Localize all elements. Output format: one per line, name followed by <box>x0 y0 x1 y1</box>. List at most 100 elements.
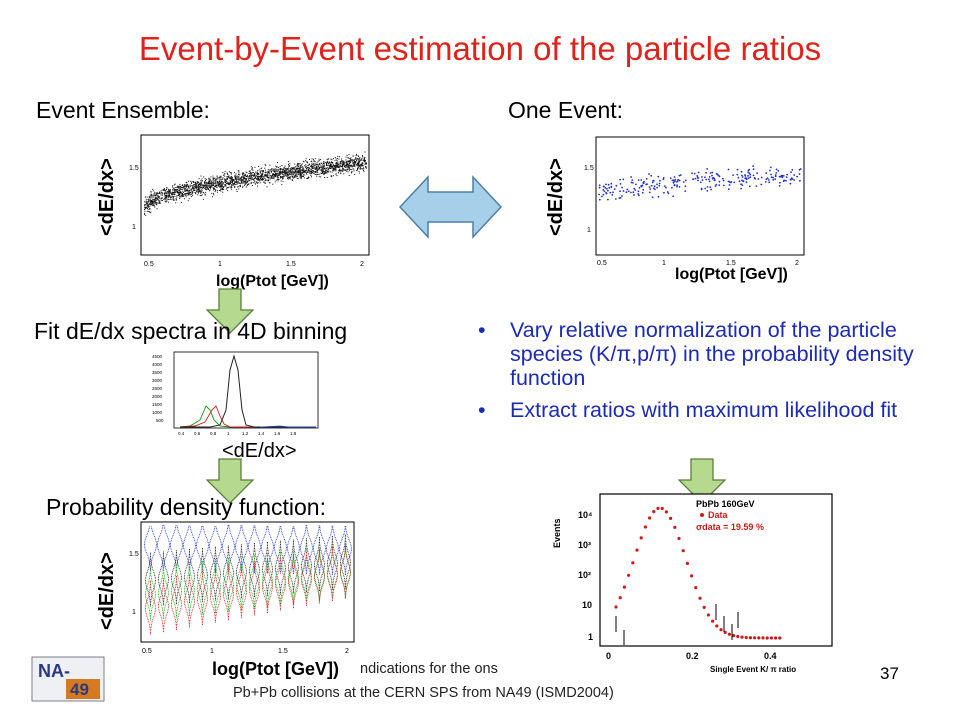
pdf-point <box>239 597 241 599</box>
ensemble-point <box>265 172 267 174</box>
pdf-point <box>178 588 180 590</box>
pdf-point <box>228 569 229 571</box>
ensemble-point <box>245 174 246 176</box>
ensemble-point <box>220 186 222 187</box>
event-point <box>793 179 795 181</box>
ensemble-point <box>144 211 146 213</box>
pdf-point <box>202 554 204 556</box>
pdf-point <box>218 589 220 591</box>
ensemble-point <box>233 180 235 182</box>
pdf-point <box>241 613 243 615</box>
ensemble-point <box>259 178 261 180</box>
pdf-point <box>171 604 172 606</box>
pdf-point <box>225 534 227 536</box>
ensemble-point <box>165 201 167 203</box>
pdf-point <box>171 551 173 552</box>
pdf-point <box>199 532 201 534</box>
pdf-point <box>189 581 191 583</box>
ensemble-point <box>160 194 162 196</box>
ensemble-point <box>313 165 315 167</box>
pdf-point <box>238 572 240 574</box>
ensemble-point <box>291 168 293 170</box>
pdf-point <box>149 628 151 630</box>
ensemble-point <box>357 161 359 163</box>
pdf-point <box>230 533 232 534</box>
ensemble-point <box>144 209 146 211</box>
ensemble-point <box>302 168 304 169</box>
event-point <box>711 171 714 174</box>
pdf-point <box>167 575 169 577</box>
pdf-point <box>150 597 152 599</box>
pdf-point <box>180 589 182 591</box>
ensemble-point <box>169 189 171 191</box>
ensemble-point <box>170 198 172 200</box>
ensemble-point <box>294 172 296 174</box>
pdf-point <box>175 610 177 612</box>
event-point <box>642 181 645 184</box>
pdf-point <box>175 619 176 621</box>
ensemble-point <box>347 160 349 162</box>
ensemble-point <box>323 163 325 165</box>
pdf-point <box>194 540 196 541</box>
ensemble-point <box>215 186 217 188</box>
ensemble-point <box>180 196 182 198</box>
ensemble-point <box>212 185 214 187</box>
pdf-point <box>150 584 151 585</box>
ensemble-point <box>330 168 332 169</box>
pdf-point <box>242 599 243 601</box>
pdf-point <box>149 574 151 576</box>
ensemble-point <box>243 176 245 178</box>
pdf-point <box>240 550 242 552</box>
ensemble-point <box>195 181 197 183</box>
pdf-point <box>176 601 177 603</box>
ensemble-point <box>238 186 240 188</box>
pdf-point <box>235 541 237 543</box>
pdf-point <box>157 541 159 542</box>
ensemble-point <box>180 191 182 193</box>
ensemble-point <box>240 176 242 178</box>
event-point <box>606 187 608 190</box>
pdf-point <box>198 592 199 593</box>
pdf-point <box>245 589 247 591</box>
ensemble-point <box>343 160 345 162</box>
ensemble-point <box>240 178 242 180</box>
ensemble-point <box>261 173 263 175</box>
ensemble-point <box>220 185 222 186</box>
pdf-point <box>151 592 153 594</box>
ensemble-point <box>365 167 367 169</box>
pdf-point <box>229 608 231 609</box>
pdf-point <box>217 558 219 560</box>
pdf-point <box>239 557 241 559</box>
ensemble-point <box>356 154 357 155</box>
ensemble-point <box>251 178 253 180</box>
event-point <box>678 186 681 188</box>
ensemble-point <box>278 170 280 172</box>
pdf-point <box>164 605 166 607</box>
pdf-point <box>194 589 195 591</box>
pdf-point <box>150 619 151 621</box>
ensemble-point <box>299 175 301 177</box>
event-point <box>722 184 725 187</box>
event-point <box>708 178 710 181</box>
pdf-point <box>227 592 229 593</box>
ensemble-point <box>149 207 151 209</box>
pdf-point <box>201 579 203 581</box>
pdf-point <box>181 539 183 541</box>
pdf-point <box>175 611 177 613</box>
pdf-point <box>245 552 247 554</box>
pdf-point <box>241 550 243 552</box>
pdf-point <box>171 552 173 554</box>
ensemble-point <box>267 171 269 173</box>
pdf-point <box>228 602 230 604</box>
ensemble-point <box>171 192 173 194</box>
pdf-point <box>215 567 217 569</box>
ensemble-point <box>318 165 320 167</box>
ensemble-point <box>264 171 266 173</box>
ensemble-point <box>258 165 260 167</box>
ensemble-point <box>301 176 302 178</box>
pdf-point <box>148 620 150 622</box>
ensemble-point <box>247 183 249 185</box>
pdf-point <box>189 567 191 568</box>
ensemble-point <box>171 193 172 195</box>
pdf-point <box>191 610 193 612</box>
